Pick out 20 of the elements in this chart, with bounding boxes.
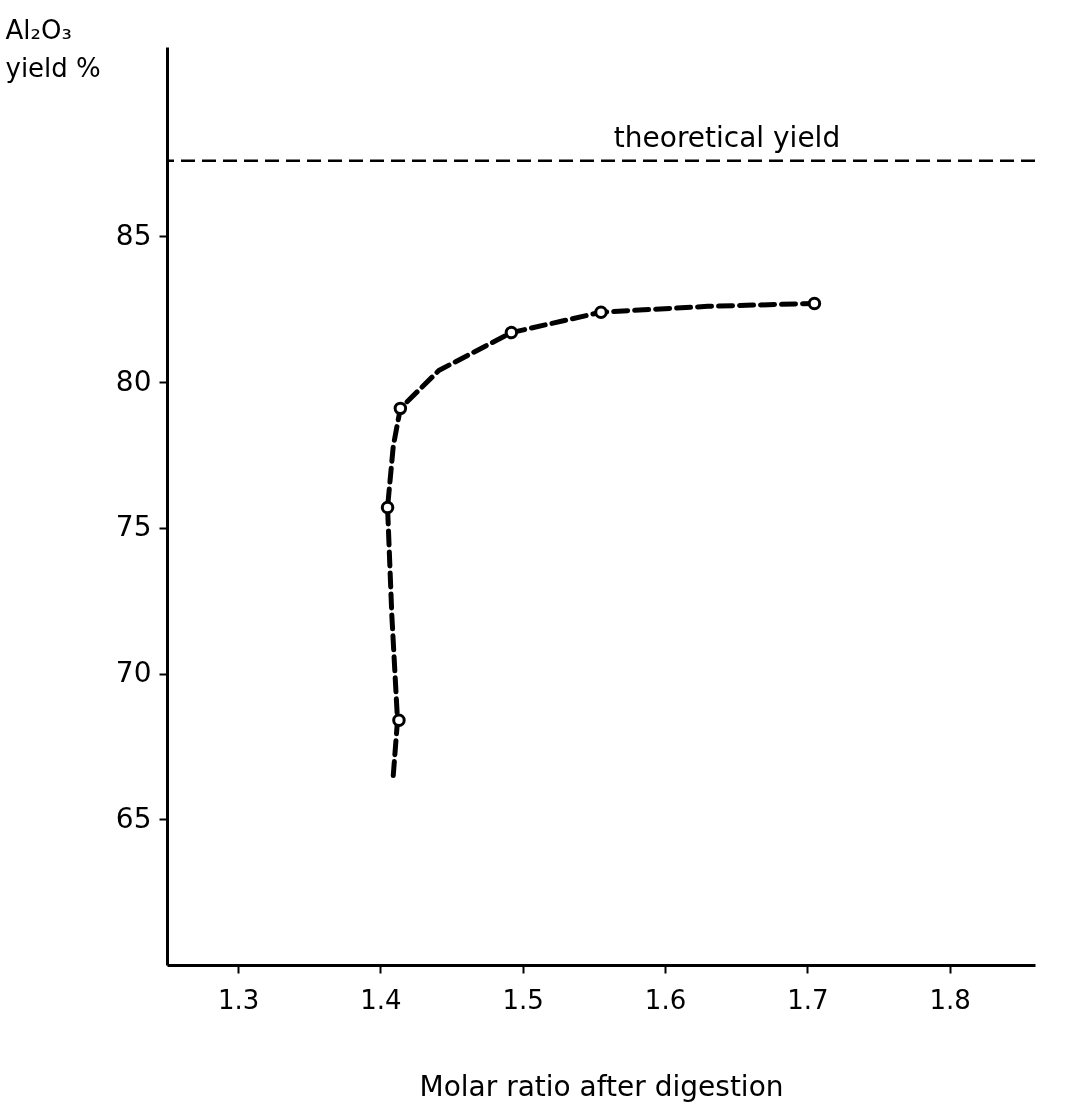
point [392,713,406,727]
x-tick-label: 1.7 [787,984,829,1015]
y-tick-label: 85 [115,218,152,252]
x-tick-label: 1.6 [644,984,687,1015]
y-tick-label: 75 [115,510,152,544]
x-tick-label: 1.8 [929,984,971,1015]
y-tick-label: 70 [115,656,152,690]
ref-line-label: theoretical yield [613,120,841,154]
y-tick-label: 65 [115,801,152,835]
x-tick-label: 1.5 [502,984,544,1015]
point [807,296,822,311]
x-tick-label: 1.3 [217,984,260,1015]
x-tick-label: 1.4 [360,984,402,1015]
point [504,325,519,340]
y-tick-label: 80 [115,364,152,398]
point [393,401,408,416]
y-axis-title: Al₂O₃ yield % [5,14,101,83]
x-axis-title: Molar ratio after digestion [419,1069,784,1103]
point [380,500,395,515]
point [594,305,608,319]
